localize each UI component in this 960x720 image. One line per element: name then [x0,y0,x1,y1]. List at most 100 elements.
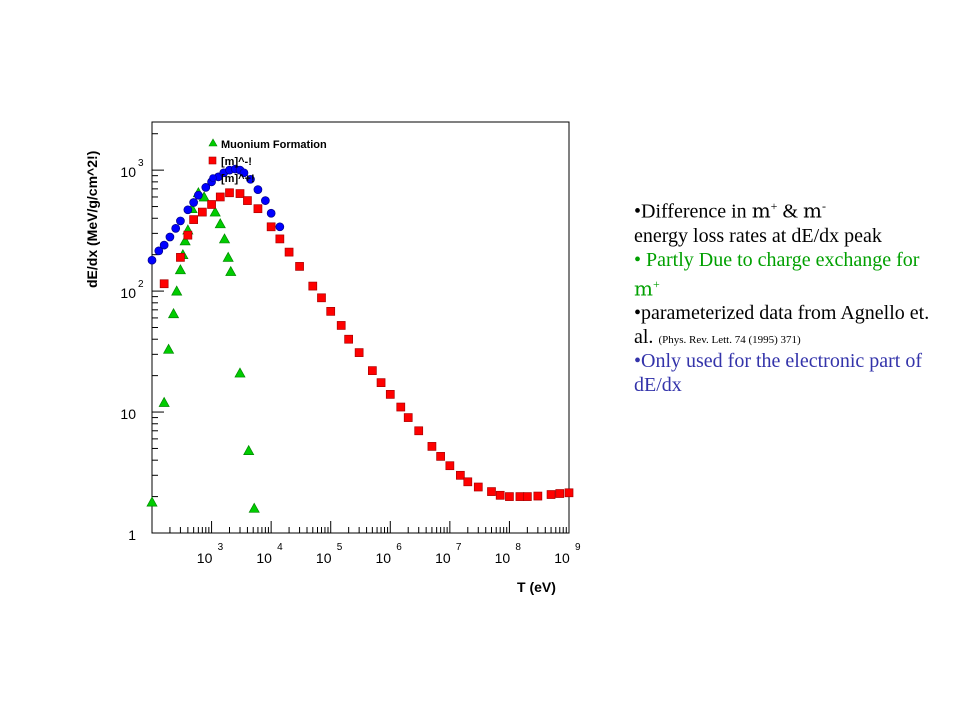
note-parameterized: •parameterized data from Agnello et. al.… [634,302,930,349]
x-axis-title: T (eV) [517,579,556,595]
x-tick-label: 10 [435,550,451,566]
muonium-point [163,343,175,354]
muonium-point [243,444,255,455]
mu-minus-point [336,321,346,330]
x-tick-label: 10 [256,550,272,566]
mu-minus-point [207,200,216,209]
muonium-point [174,264,187,275]
mu-minus-point [243,196,252,205]
mu-plus-point [154,246,164,256]
mu-minus-point [225,188,234,198]
x-tick-exponent: 7 [456,542,462,553]
mu-plus-point [165,232,175,242]
muonium-point [179,235,191,246]
muonium-point [214,218,226,229]
mu-plus-point [189,198,198,207]
mu-symbol: m [803,198,822,223]
x-tick-label: 10 [375,550,391,566]
mu-minus-point [368,366,377,375]
y-tick-exponent: 2 [138,279,144,290]
x-tick-label: 10 [554,550,570,566]
mu-minus-point [266,222,276,232]
x-tick-exponent: 6 [396,542,402,553]
mu-symbol: m [634,276,653,301]
y-tick-label: 10 [120,285,136,301]
mu-minus-point [546,490,556,499]
mu-minus-point [455,470,465,480]
mu-plus-point [253,185,263,194]
notes-panel: •Difference in m+ & m-energy loss rates … [634,194,934,397]
muonium-point [234,367,246,378]
mu-plus-point [266,208,276,218]
mu-plus-point [171,224,181,233]
note-charge-exchange: • Partly Due to charge exchange for m+ [634,248,920,301]
x-tick-exponent: 9 [575,542,581,553]
mu-minus-point [403,413,413,422]
x-tick-exponent: 4 [277,542,283,553]
mu-minus-point [235,189,245,198]
legend-marker-muonium [208,138,218,147]
y-tick-label: 10 [120,406,136,422]
x-tick-exponent: 8 [515,542,521,553]
mu-plus-point [194,190,203,200]
mu-minus-point [463,477,473,487]
mu-minus-point [275,234,285,244]
mu-minus-point [295,262,304,271]
note-difference: •Difference in m+ & m-energy loss rates … [634,198,882,247]
x-tick-label: 10 [197,550,213,566]
mu-minus-point [376,378,386,387]
mu-plus-point [261,196,270,205]
mu-minus-point [473,482,483,492]
mu-minus-point [564,488,574,498]
legend-marker-mu-minus [208,156,217,165]
muonium-point [167,307,180,319]
muonium-point [146,496,158,507]
mu-minus-point [317,293,326,303]
mu-plus-point [201,183,211,192]
mu-minus-point [533,491,543,501]
mu-minus-point [284,247,294,257]
x-tick-label: 10 [495,550,511,566]
mu-minus-point [445,461,455,471]
y-axis-title: dE/dx (MeV/g/cm^2!) [84,151,100,288]
data-points [146,164,574,513]
mu-minus-point [253,204,263,214]
mu-minus-point [308,281,318,291]
mu-minus-point [414,426,424,436]
muonium-point [158,396,170,407]
mu-minus-point [515,492,525,501]
muonium-point [225,265,237,276]
y-tick-label: 1 [128,527,136,543]
mu-minus-point [344,334,353,344]
muonium-point [209,206,221,217]
muonium-point [222,251,234,262]
legend: Muonium Formation [m]^-! [m]^+! [208,138,327,185]
mu-minus-point [396,402,406,412]
mu-minus-point [385,390,395,399]
y-tick-exponent: 3 [138,158,144,169]
mu-minus-point [505,492,514,501]
mu-minus-point [197,207,207,217]
legend-marker-mu-plus [209,174,217,182]
mu-minus-point [189,215,198,224]
muonium-point [218,233,231,244]
axis-ticks [151,133,567,534]
mu-minus-point [523,492,532,501]
note-electronic: •Only used for the electronic part of dE… [634,350,923,397]
mu-minus-point [495,490,505,500]
x-tick-label: 10 [316,550,332,566]
mu-minus-point [176,253,185,262]
mu-plus-point [183,205,193,215]
mu-minus-point [215,192,225,202]
x-tick-exponent: 5 [337,542,343,553]
legend-label-mu-minus: [m]^-! [221,156,252,168]
legend-label-mu-plus: [m]^+! [221,173,255,185]
mu-minus-point [326,306,336,316]
x-tick-exponent: 3 [218,542,224,553]
mu-plus-point [176,216,185,226]
note-reference: (Phys. Rev. Lett. 74 (1995) 371) [658,334,801,347]
legend-label-muonium: Muonium Formation [221,139,327,151]
mu-minus-point [555,489,565,498]
